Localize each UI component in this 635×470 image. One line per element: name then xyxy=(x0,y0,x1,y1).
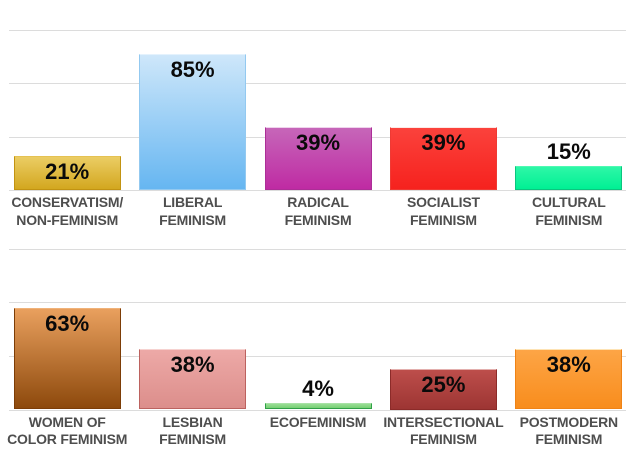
value-label-conservatism-non-feminism: 21% xyxy=(45,159,90,185)
value-label-cultural-feminism: 15% xyxy=(546,138,591,164)
bar-intersectional-feminism xyxy=(389,369,497,410)
category-label-liberal-feminism: LIBERAL FEMINISM xyxy=(159,194,226,228)
gridline xyxy=(9,190,626,191)
bar-lesbian-feminism xyxy=(139,348,247,410)
value-label-postmodern-feminism: 38% xyxy=(546,351,591,377)
gridline xyxy=(9,302,626,304)
category-label-women-of-color-feminism: WOMEN OF COLOR FEMINISM xyxy=(7,413,128,448)
value-label-ecofeminism: 4% xyxy=(302,376,334,402)
bar-women-of-color-feminism xyxy=(13,308,121,410)
value-label-lesbian-feminism: 38% xyxy=(170,351,215,377)
gridline xyxy=(9,249,626,250)
gridline xyxy=(9,409,626,411)
value-label-liberal-feminism: 85% xyxy=(170,56,215,82)
value-label-socialist-feminism: 39% xyxy=(421,130,466,156)
gridline xyxy=(9,356,626,357)
value-label-women-of-color-feminism: 63% xyxy=(45,311,90,337)
value-label-radical-feminism: 39% xyxy=(295,130,341,156)
bar-socialist-feminism xyxy=(389,127,497,190)
bar-radical-feminism xyxy=(264,127,372,190)
bar-ecofeminism xyxy=(264,403,372,410)
bar-liberal-feminism xyxy=(139,53,247,190)
category-label-ecofeminism: ECOFEMINISM xyxy=(269,413,367,430)
category-label-radical-feminism: RADICAL FEMINISM xyxy=(284,194,352,228)
gridline xyxy=(9,29,626,31)
category-label-cultural-feminism: CULTURAL FEMINISM xyxy=(532,194,606,228)
category-label-postmodern-feminism: POSTMODERN FEMINISM xyxy=(519,413,619,448)
bar-cultural-feminism xyxy=(515,165,623,190)
bar-postmodern-feminism xyxy=(515,348,623,410)
gridline xyxy=(9,82,626,84)
category-label-conservatism-non-feminism: CONSERVATISM/ NON-FEMINISM xyxy=(11,194,124,228)
bar-conservatism-non-feminism xyxy=(13,156,121,190)
category-label-socialist-feminism: SOCIALIST FEMINISM xyxy=(406,194,480,228)
value-label-intersectional-feminism: 25% xyxy=(421,372,466,398)
category-label-lesbian-feminism: LESBIAN FEMINISM xyxy=(159,413,226,448)
category-label-intersectional-feminism: INTERSECTIONAL FEMINISM xyxy=(383,413,504,448)
